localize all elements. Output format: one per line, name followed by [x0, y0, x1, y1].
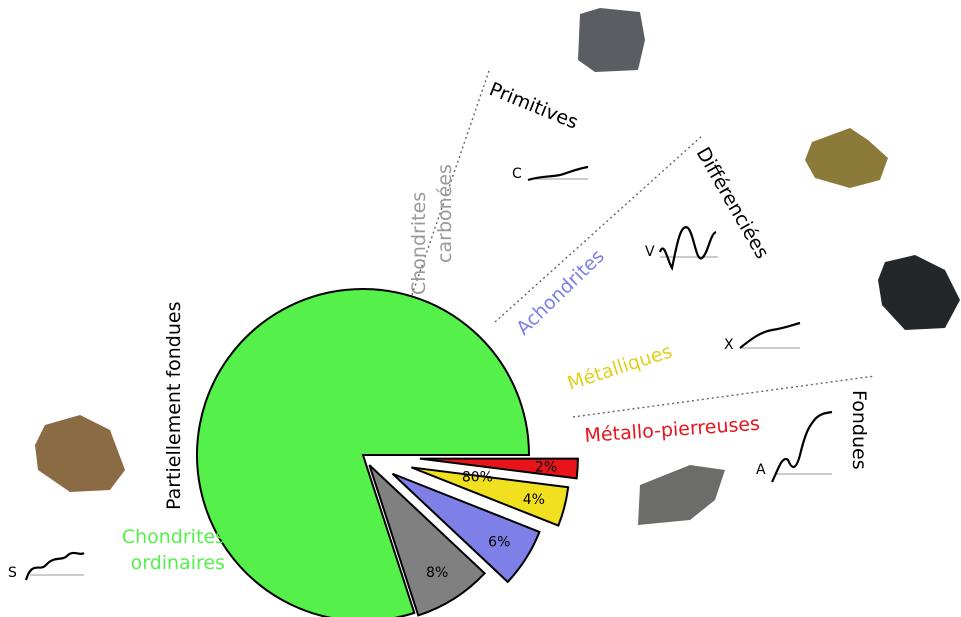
pie-slice: [368, 464, 487, 617]
value-label: 2%: [535, 460, 557, 476]
value-label: 4%: [523, 492, 545, 508]
value-label: 8%: [426, 565, 448, 581]
spectrum-curve: [658, 226, 717, 271]
spectrum-curve: [739, 321, 801, 349]
category-label: Achondrites: [512, 245, 609, 339]
spectral-type: X: [724, 337, 734, 353]
spectrum-curve: [771, 410, 833, 483]
spectral-type: S: [8, 565, 17, 581]
spectral-type: C: [512, 166, 522, 182]
rock-image: [578, 8, 645, 72]
pie-slice: [391, 472, 541, 584]
value-label: 80%: [462, 470, 493, 486]
category-label: Métallo-pierreuses: [584, 413, 761, 447]
spectral-type: V: [645, 244, 655, 260]
rock-image: [638, 465, 725, 525]
group-label: Fondues: [848, 390, 870, 470]
group-label: Primitives: [486, 78, 581, 133]
separator: [572, 375, 876, 418]
separator: [494, 134, 704, 323]
category-label: Métalliques: [565, 340, 675, 395]
group-label: Partiellement fondues: [163, 302, 185, 511]
category-label: Chondrites ordinaires: [122, 526, 225, 574]
pie-slice: [196, 288, 531, 617]
spectrum-curve: [527, 165, 589, 182]
group-label: Différenciées: [692, 144, 773, 263]
pie-slice: [419, 457, 579, 480]
pie-slice: [411, 466, 570, 527]
separator: [411, 67, 491, 296]
rock-image: [878, 255, 960, 330]
value-label: 6%: [488, 534, 510, 550]
spectrum-curve: [24, 551, 85, 581]
category-label: Chondrites carbonées: [408, 164, 456, 295]
rock-image: [35, 415, 125, 492]
rock-image: [805, 128, 888, 188]
spectral-type: A: [756, 462, 766, 478]
